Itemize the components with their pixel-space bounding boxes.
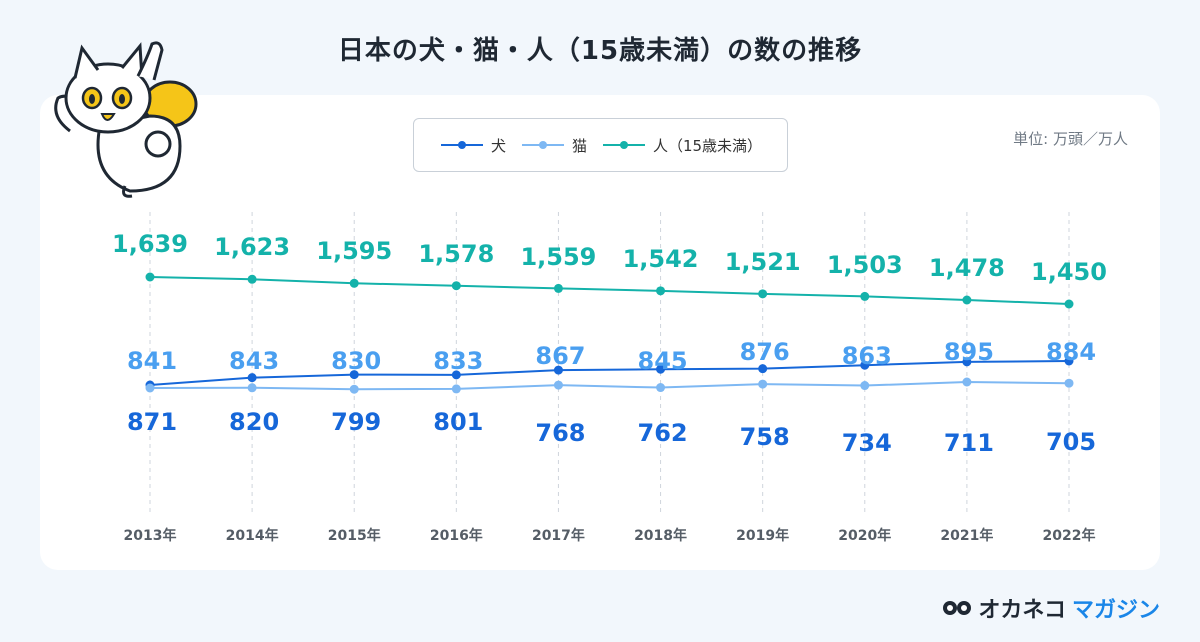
data-point [758, 379, 768, 389]
data-label: 1,559 [520, 243, 596, 271]
data-label: 820 [229, 408, 279, 436]
x-tick-label: 2013年 [124, 527, 177, 544]
brand-glasses-icon [943, 601, 972, 615]
data-label: 1,521 [725, 248, 801, 276]
cat-mascot-icon [54, 41, 198, 198]
data-point [962, 377, 972, 387]
series-line [149, 380, 1070, 391]
x-tick-label: 2019年 [736, 527, 789, 544]
data-point [247, 274, 257, 284]
data-label: 711 [944, 429, 994, 457]
data-point [758, 364, 768, 374]
data-label: 1,450 [1031, 258, 1107, 286]
legend-label-dog: 犬 [490, 136, 506, 155]
data-label: 705 [1046, 428, 1096, 456]
data-point [860, 381, 870, 391]
data-point [656, 383, 666, 393]
data-label: 863 [842, 342, 892, 370]
data-point [656, 364, 666, 374]
series-line [149, 276, 1070, 305]
unit-label: 単位: 万頭／万人 [1013, 130, 1128, 148]
legend-item-dog: 犬 [439, 135, 506, 156]
data-point [451, 384, 461, 394]
brand-logo: オカネコ マガジン [942, 592, 1160, 624]
data-point [962, 295, 972, 305]
data-label: 1,639 [112, 230, 188, 258]
data-label: 1,578 [418, 240, 494, 268]
data-point [1064, 299, 1074, 309]
legend: 犬 猫 人（15歳未満） [413, 118, 788, 172]
data-label: 734 [842, 429, 892, 457]
data-point [962, 357, 972, 367]
data-point [758, 289, 768, 299]
legend-item-cat: 猫 [520, 135, 587, 156]
x-tick-label: 2021年 [940, 527, 993, 544]
legend-swatch-cat [521, 141, 564, 149]
data-label: 799 [331, 408, 381, 436]
data-point [553, 283, 563, 293]
data-label: 762 [638, 419, 688, 447]
x-tick-label: 2015年 [328, 527, 381, 544]
x-tick-label: 2017年 [532, 527, 585, 544]
legend-label-cat: 猫 [571, 136, 587, 155]
data-point [860, 291, 870, 301]
data-point [1064, 378, 1074, 388]
data-point [349, 384, 359, 394]
data-label: 843 [229, 347, 279, 375]
chart-title: 日本の犬・猫・人（15歳未満）の数の推移 [337, 36, 863, 66]
x-tick-label: 2020年 [838, 527, 891, 544]
data-point [451, 370, 461, 380]
data-point [247, 373, 257, 383]
data-point [349, 278, 359, 288]
data-label: 1,478 [929, 254, 1005, 282]
data-point [145, 383, 155, 393]
legend-swatch-dog [440, 141, 483, 149]
legend-label-human: 人（15歳未満） [652, 136, 763, 155]
data-label: 841 [127, 347, 177, 375]
data-point [145, 272, 155, 282]
data-point [349, 370, 359, 380]
data-point [860, 360, 870, 370]
data-label: 871 [127, 408, 177, 436]
data-point [553, 365, 563, 375]
data-label: 1,595 [316, 237, 392, 265]
legend-item-human: 人（15歳未満） [601, 135, 762, 156]
data-label: 884 [1046, 338, 1096, 366]
series-line [149, 360, 1070, 386]
data-label: 833 [433, 347, 483, 375]
data-label: 758 [740, 423, 790, 451]
data-label: 1,623 [214, 233, 290, 261]
x-tick-label: 2022年 [1043, 527, 1096, 544]
x-tick-label: 2016年 [430, 527, 483, 544]
x-tick-label: 2018年 [634, 527, 687, 544]
brand-name-part2: マガジン [1071, 598, 1160, 623]
legend-swatch-human [602, 141, 645, 149]
data-label: 876 [740, 338, 790, 366]
data-label: 845 [638, 347, 688, 375]
data-label: 830 [331, 347, 381, 375]
data-label: 867 [535, 342, 585, 370]
data-point [553, 380, 563, 390]
data-point [451, 281, 461, 291]
data-label: 768 [535, 419, 585, 447]
data-label: 801 [433, 408, 483, 436]
data-point [1064, 356, 1074, 366]
data-label: 1,542 [623, 245, 699, 273]
data-point [247, 383, 257, 393]
data-label: 1,503 [827, 251, 903, 279]
chart-panel [40, 95, 1160, 570]
x-tick-label: 2014年 [226, 527, 279, 544]
brand-name-part1: オカネコ [978, 598, 1066, 623]
data-point [656, 286, 666, 296]
data-label: 895 [944, 338, 994, 366]
